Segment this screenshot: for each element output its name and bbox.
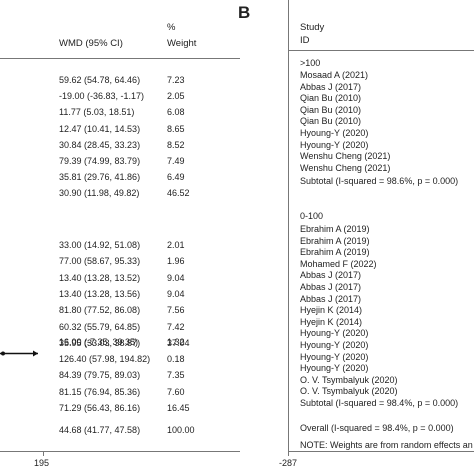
study-name: Ebrahim A (2019): [300, 247, 370, 258]
wmd-ci-value: 35.95 (33.03, 38.87): [59, 337, 141, 348]
wmd-ci-value: 81.80 (77.52, 86.08): [59, 305, 141, 316]
wmd-ci-value: 13.40 (13.28, 13.52): [59, 272, 141, 283]
header-study: Study: [300, 22, 325, 33]
study-name: Qian Bu (2010): [300, 93, 362, 104]
study-name: Hyoung-Y (2020): [300, 128, 369, 138]
right-bottom-rule: [288, 451, 474, 452]
weight-value: 7.42: [167, 321, 185, 332]
left-header-rule: [0, 58, 240, 59]
study-name: Qian Bu (2010): [300, 116, 362, 127]
left-bottom-rule: [0, 451, 240, 452]
wmd-ci-value: 35.81 (29.76, 41.86): [59, 172, 141, 183]
right-header-rule: [288, 50, 474, 51]
overall-weight: 100.00: [167, 425, 195, 435]
wmd-ci-value: 79.39 (74.99, 83.79): [59, 156, 141, 166]
weight-value: 7.23: [167, 75, 185, 85]
wmd-ci-value: 12.47 (10.41, 14.53): [59, 123, 141, 134]
point-estimate-126-40: [1, 351, 5, 356]
left-axis-tick-mark: [43, 451, 44, 456]
overall-label: Overall (I-squared = 98.4%, p = 0.000): [300, 423, 454, 433]
study-name: Wenshu Cheng (2021): [300, 151, 391, 162]
study-name: Hyoung-Y (2020): [300, 139, 369, 150]
weight-value: 37.04: [167, 337, 190, 348]
header-wmd: WMD (95% CI): [59, 38, 123, 49]
weight-value: 6.08: [167, 107, 185, 118]
weight-value: 1.96: [167, 256, 185, 267]
right-axis-tick-mark: [288, 451, 289, 456]
wmd-ci-value: 71.29 (56.43, 86.16): [59, 403, 141, 413]
wmd-ci-value: 77.00 (58.67, 95.33): [59, 256, 141, 267]
weight-value: 1.32: [167, 337, 185, 347]
header-pct-symbol: %: [167, 22, 176, 33]
study-name: Hyejin K (2014): [300, 305, 363, 316]
wmd-ci-value: 13.40 (13.28, 13.56): [59, 288, 141, 299]
study-name: Hyejin K (2014): [300, 316, 363, 327]
weight-value: 2.05: [167, 91, 185, 102]
study-name: Ebrahim A (2019): [300, 224, 370, 234]
study-name: Abbas J (2017): [300, 270, 362, 281]
wmd-ci-value: 33.00 (14.92, 51.08): [59, 240, 141, 250]
header-id: ID: [300, 35, 310, 46]
subgroup-subtotal: Subtotal (I-squared = 98.4%, p = 0.000): [300, 398, 459, 408]
study-name: Hyoung-Y (2020): [300, 351, 369, 362]
study-name: Wenshu Cheng (2021): [300, 162, 391, 173]
wmd-ci-value: 16.00 (-7.35, 39.35): [59, 337, 139, 347]
study-name: Mohamed F (2022): [300, 258, 377, 269]
weight-value: 8.52: [167, 139, 185, 150]
weight-value: 7.35: [167, 370, 185, 380]
study-name: Mosaad A (2021): [300, 70, 369, 80]
study-name: Ebrahim A (2019): [300, 235, 370, 246]
weight-value: 9.04: [167, 288, 185, 299]
weight-value: 9.04: [167, 272, 185, 283]
overall-wmd-ci: 44.68 (41.77, 47.58): [59, 425, 141, 435]
wmd-ci-value: 81.15 (76.94, 85.36): [59, 386, 141, 397]
weight-value: 7.60: [167, 386, 185, 397]
study-name: Abbas J (2017): [300, 293, 362, 304]
weight-value: 6.49: [167, 172, 185, 183]
study-name: Qian Bu (2010): [300, 104, 362, 115]
weight-value: 46.52: [167, 188, 190, 199]
wmd-ci-value: -19.00 (-36.83, -1.17): [59, 91, 145, 102]
study-name: O. V. Tsymbalyuk (2020): [300, 374, 398, 385]
right-axis-tick-label: -287: [279, 458, 298, 468]
study-name: Hyoung-Y (2020): [300, 328, 369, 339]
wmd-ci-value: 11.77 (5.03, 18.51): [59, 107, 135, 118]
weight-value: 7.56: [167, 305, 185, 316]
subgroup-label: >100: [300, 58, 321, 68]
subgroup-subtotal: Subtotal (I-squared = 98.6%, p = 0.000): [300, 176, 459, 186]
header-weight: Weight: [167, 38, 197, 49]
study-name: Hyoung-Y (2020): [300, 340, 369, 350]
wmd-ci-value: 30.84 (28.45, 33.23): [59, 139, 141, 150]
wmd-ci-value: 126.40 (57.98, 194.82): [59, 353, 151, 364]
weight-value: 2.01: [167, 240, 185, 250]
study-name: O. V. Tsymbalyuk (2020): [300, 386, 398, 397]
wmd-ci-value: 30.90 (11.98, 49.82): [59, 188, 140, 199]
study-name: Hyoung-Y (2020): [300, 363, 369, 374]
weight-value: 8.65: [167, 123, 185, 134]
ci-arrow-estimate-126-40: [33, 350, 38, 357]
left-plot-marks: [0, 350, 38, 357]
weight-value: 0.18: [167, 353, 185, 364]
study-name: Abbas J (2017): [300, 282, 362, 292]
panel-b-letter: B: [238, 3, 251, 22]
wmd-ci-value: 84.39 (79.75, 89.03): [59, 370, 141, 380]
subgroup-label: 0-100: [300, 211, 324, 221]
weight-value: 16.45: [167, 403, 190, 413]
study-name: Abbas J (2017): [300, 81, 362, 92]
footnote: NOTE: Weights are from random effects an: [300, 440, 473, 450]
right-plot-axis-left: [288, 0, 289, 451]
wmd-ci-value: 59.62 (54.78, 64.46): [59, 75, 141, 85]
wmd-ci-value: 60.32 (55.79, 64.85): [59, 321, 141, 332]
weight-value: 7.49: [167, 156, 185, 166]
left-axis-tick-label: 195: [34, 458, 50, 468]
